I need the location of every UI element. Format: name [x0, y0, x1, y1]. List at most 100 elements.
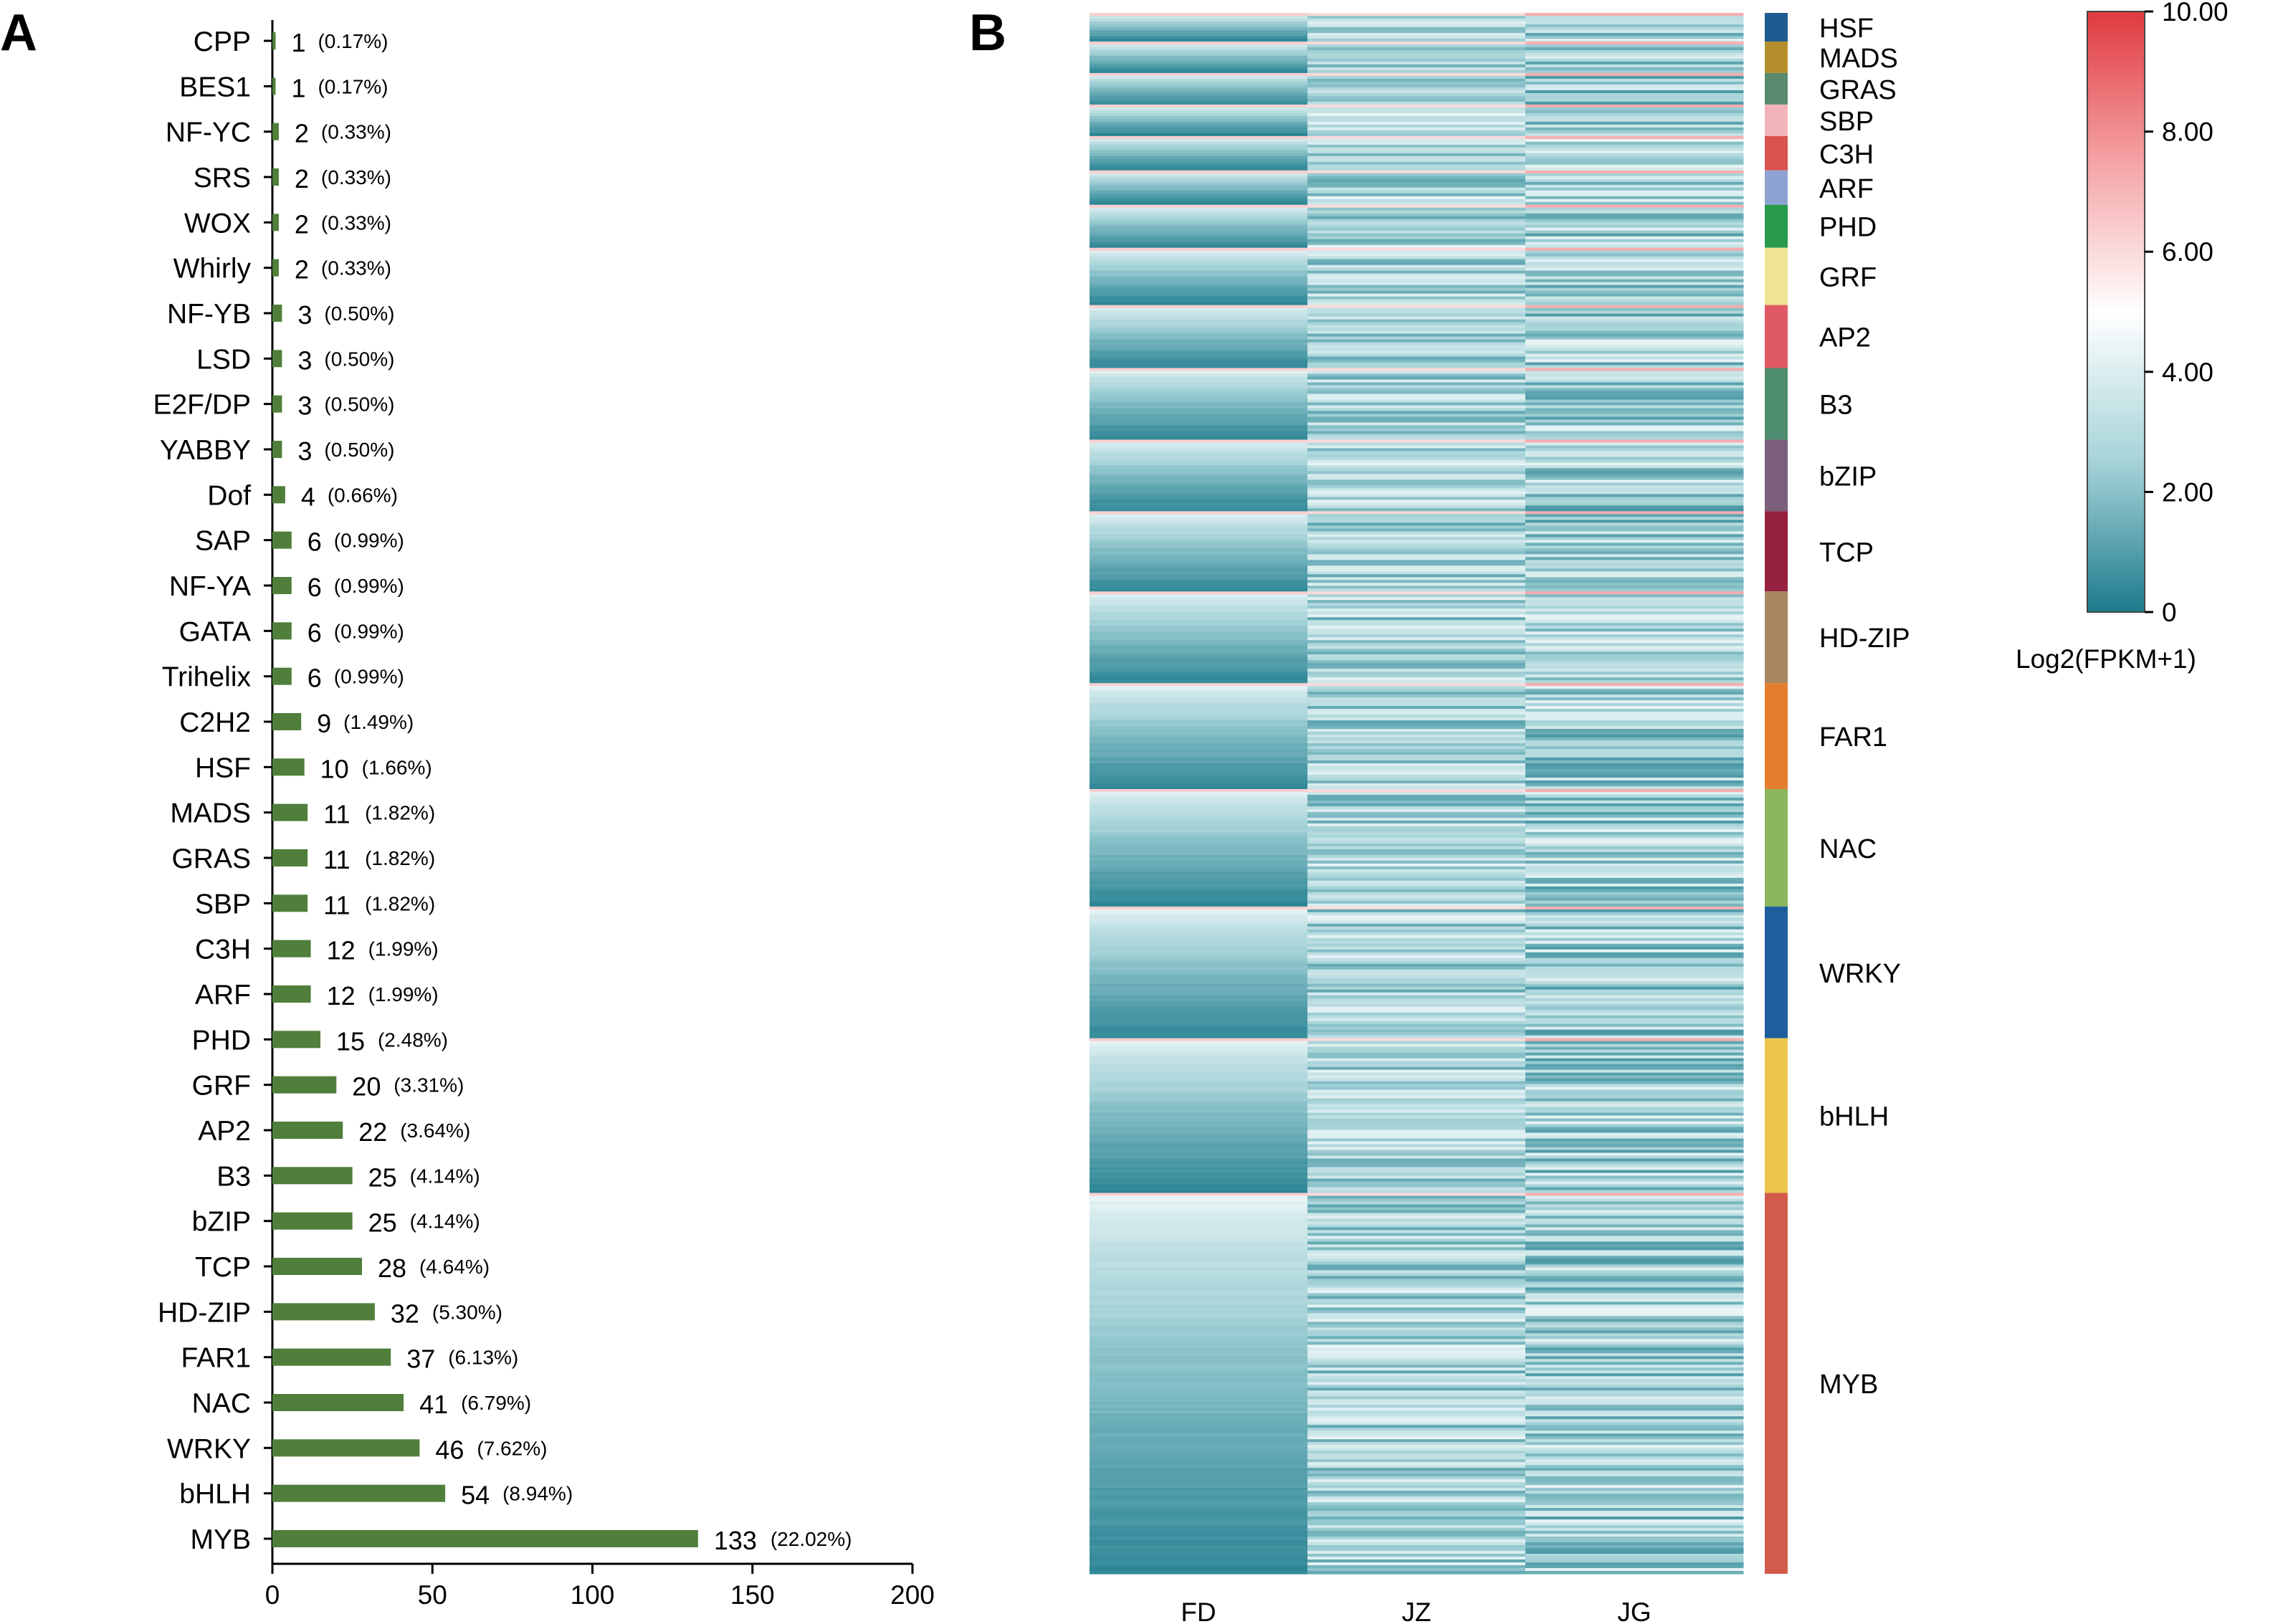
- heatmap-cell: [1090, 118, 1308, 123]
- heatmap-cell: [1090, 181, 1308, 186]
- colorbar-tick-label: 10.00: [2162, 0, 2229, 27]
- heatmap-cell: [1307, 1344, 1526, 1348]
- heatmap-cell: [1307, 448, 1526, 452]
- heatmap-cell: [1525, 1167, 1744, 1171]
- heatmap-cell: [1525, 823, 1744, 827]
- heatmap-cell: [1525, 333, 1744, 338]
- heatmap-cell: [1090, 969, 1308, 973]
- heatmap-cell: [1525, 482, 1744, 486]
- bar-category-label: GRF: [192, 1071, 251, 1102]
- bar-percent-label: (6.79%): [461, 1392, 531, 1414]
- colorbar-tick-label: 8.00: [2162, 118, 2213, 147]
- heatmap-cell: [1090, 571, 1308, 575]
- heatmap-cell: [1090, 1121, 1308, 1125]
- heatmap-cell: [1307, 1198, 1526, 1203]
- heatmap-cell: [1307, 703, 1526, 707]
- heatmap-cell: [1307, 1175, 1526, 1180]
- heatmap-cell: [1525, 1505, 1744, 1509]
- heatmap-cell: [1307, 637, 1526, 641]
- heatmap-cell: [1090, 411, 1308, 415]
- heatmap-cell: [1525, 531, 1744, 535]
- heatmap-cell: [1307, 674, 1526, 678]
- heatmap-cell: [1307, 264, 1526, 269]
- heatmap-cell: [1090, 1571, 1308, 1575]
- heatmap-cell: [1525, 104, 1744, 108]
- heatmap-cell: [1307, 1009, 1526, 1013]
- heatmap-cell: [1090, 356, 1308, 360]
- colorbar-gradient: [2087, 11, 2145, 613]
- heatmap-cell: [1307, 995, 1526, 999]
- heatmap-cell: [1307, 402, 1526, 406]
- heatmap-cell: [1307, 1339, 1526, 1342]
- heatmap-cell: [1307, 586, 1526, 589]
- heatmap-cell: [1307, 1018, 1526, 1022]
- heatmap-cell: [1307, 167, 1526, 171]
- heatmap-cell: [1525, 1554, 1744, 1557]
- heatmap-cell: [1525, 623, 1744, 626]
- heatmap-cell: [1307, 514, 1526, 517]
- heatmap-cell: [1090, 1101, 1308, 1105]
- heatmap-cell: [1090, 1534, 1308, 1537]
- heatmap-cell: [1090, 1052, 1308, 1056]
- heatmap-cell: [1090, 477, 1308, 481]
- heatmap-cell: [1525, 1115, 1744, 1119]
- heatmap-cell: [1090, 1124, 1308, 1128]
- heatmap-cell: [1090, 706, 1308, 710]
- heatmap-cell: [1307, 1279, 1526, 1282]
- heatmap-cell: [1307, 242, 1526, 246]
- family-color-bar-far1: [1765, 683, 1788, 790]
- heatmap-cell: [1090, 144, 1308, 148]
- heatmap-cell: [1307, 629, 1526, 632]
- family-color-bar-myb: [1765, 1193, 1788, 1574]
- bar-category-label: YABBY: [160, 435, 251, 466]
- heatmap-cell: [1090, 557, 1308, 560]
- heatmap-cell: [1307, 1548, 1526, 1552]
- heatmap-cell: [1525, 1485, 1744, 1489]
- heatmap-cell: [1307, 1385, 1526, 1388]
- bar-count-label: 20: [352, 1072, 381, 1102]
- heatmap-cell: [1090, 1003, 1308, 1008]
- heatmap-cell: [1090, 310, 1308, 315]
- heatmap-cell: [1525, 720, 1744, 724]
- heatmap-cell: [1090, 1296, 1308, 1299]
- heatmap-cell: [1525, 1333, 1744, 1337]
- heatmap-cell: [1307, 256, 1526, 260]
- heatmap-cell: [1525, 514, 1744, 517]
- heatmap-cell: [1525, 1479, 1744, 1483]
- family-label: MADS: [1819, 44, 1898, 74]
- heatmap-cell: [1307, 193, 1526, 197]
- bar-category-label: FAR1: [181, 1343, 251, 1374]
- family-label: NAC: [1819, 834, 1877, 864]
- heatmap-cell: [1307, 115, 1526, 120]
- heatmap-cell: [1307, 860, 1526, 864]
- heatmap-cell: [1525, 98, 1744, 102]
- heatmap-cell: [1307, 287, 1526, 292]
- heatmap-cell: [1307, 391, 1526, 395]
- heatmap-cell: [1307, 786, 1526, 790]
- heatmap-cell: [1525, 923, 1744, 927]
- heatmap-cell: [1525, 700, 1744, 704]
- heatmap-cell: [1525, 24, 1744, 28]
- heatmap-cell: [1090, 920, 1308, 925]
- heatmap-cell: [1307, 871, 1526, 876]
- family-color-bar-bhlh: [1765, 1038, 1788, 1193]
- heatmap-cell: [1307, 729, 1526, 732]
- heatmap-cell: [1525, 917, 1744, 922]
- heatmap-cell: [1307, 405, 1526, 409]
- heatmap-cell: [1090, 995, 1308, 999]
- heatmap-cell: [1307, 92, 1526, 97]
- heatmap-cell: [1525, 468, 1744, 472]
- family-label: C3H: [1819, 140, 1874, 170]
- heatmap-cell: [1090, 462, 1308, 467]
- heatmap-cell: [1090, 1021, 1308, 1025]
- heatmap-cell: [1525, 1084, 1744, 1088]
- heatmap-cell: [1525, 940, 1744, 945]
- heatmap-cell: [1090, 388, 1308, 392]
- heatmap-cell: [1307, 1542, 1526, 1546]
- heatmap-cell: [1090, 1499, 1308, 1503]
- heatmap-cell: [1307, 382, 1526, 386]
- heatmap-cell: [1307, 164, 1526, 168]
- heatmap-cell: [1525, 1261, 1744, 1265]
- heatmap-cell: [1307, 1405, 1526, 1408]
- heatmap-cell: [1090, 823, 1308, 827]
